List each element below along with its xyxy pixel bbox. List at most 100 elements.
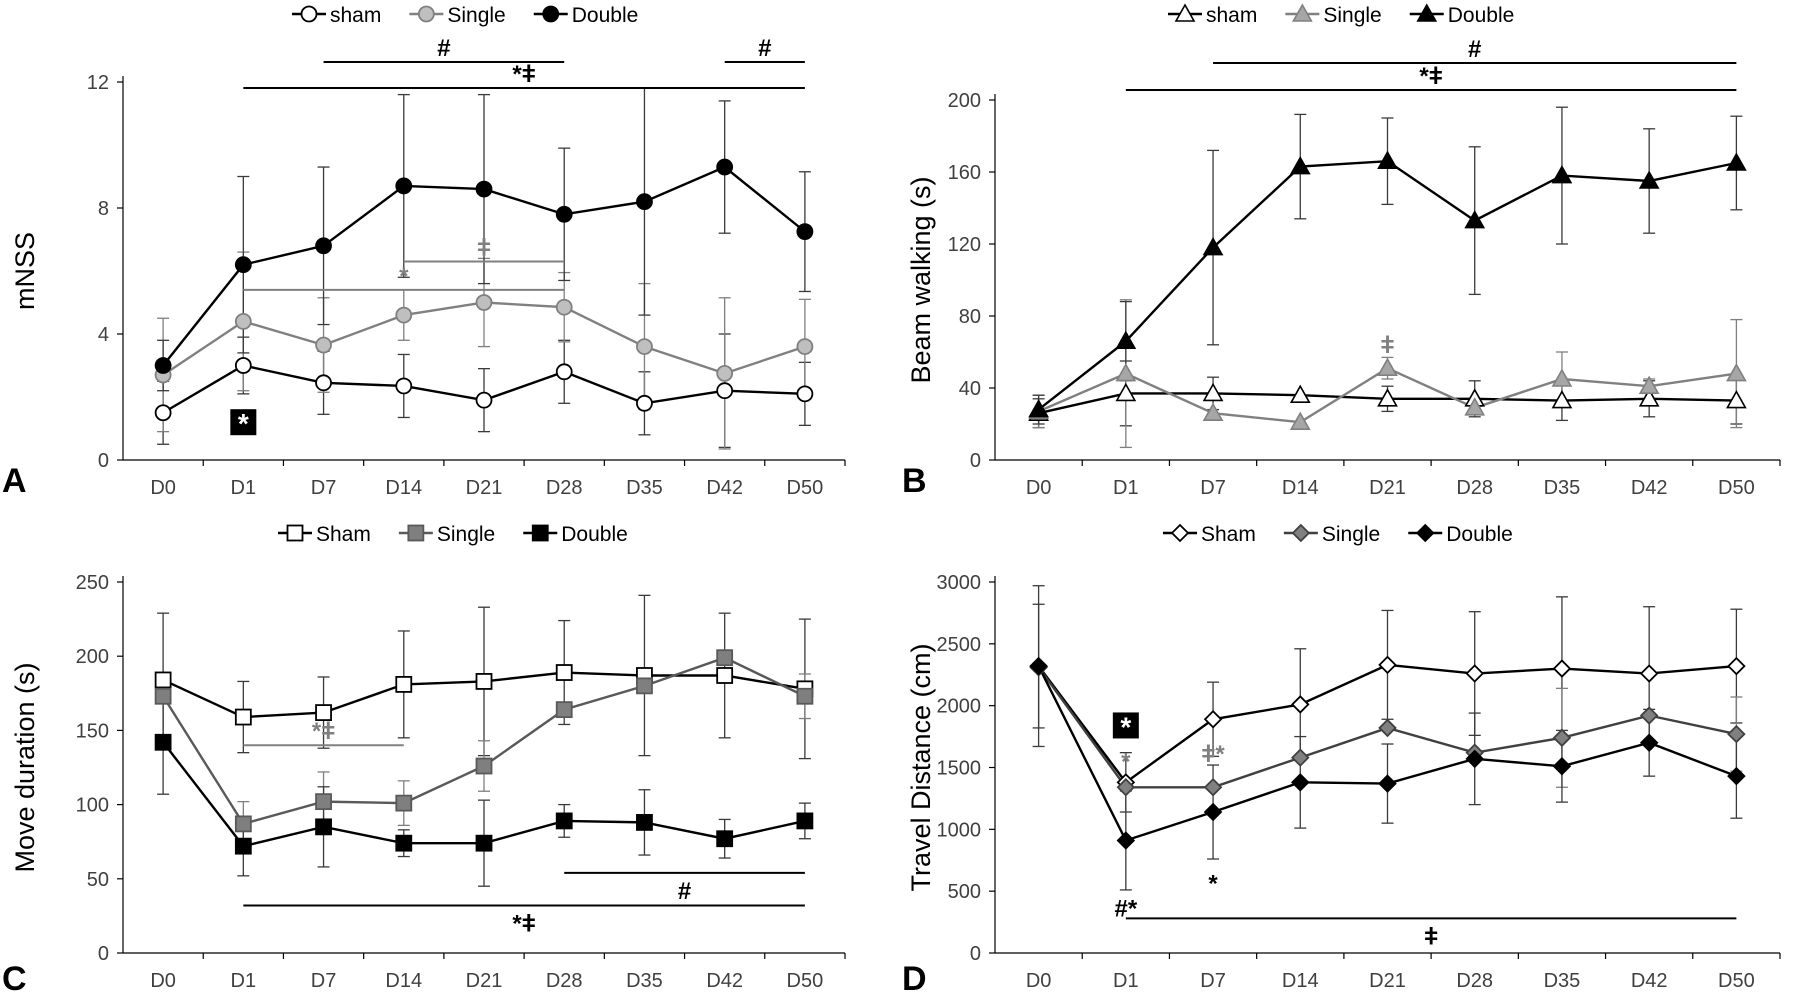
- data-point-double: [716, 830, 734, 848]
- significance-mark: ǂ*: [1201, 741, 1225, 768]
- legend-marker: [300, 5, 318, 23]
- data-point-double: [1551, 164, 1573, 184]
- x-tick-label: D28: [546, 477, 583, 499]
- data-point-double: [315, 237, 332, 255]
- data-point-single: [395, 306, 413, 324]
- data-point-single: [1289, 411, 1311, 431]
- legend-marker: [286, 524, 304, 542]
- y-tick-label: 2500: [937, 634, 982, 656]
- y-tick-label: 200: [948, 90, 981, 112]
- data-point-single: [796, 687, 814, 705]
- data-point-sham: [716, 382, 734, 400]
- data-point-single: [475, 757, 493, 775]
- significance-mark: #: [678, 878, 691, 905]
- panel-label: D: [902, 960, 927, 997]
- x-tick-label: D28: [1456, 970, 1493, 992]
- data-point-sham: [234, 357, 252, 374]
- data-point-single: [1639, 706, 1659, 725]
- legend-label: Single: [1323, 4, 1381, 27]
- data-point-single: [1727, 724, 1746, 744]
- y-tick-label: 0: [970, 450, 981, 472]
- data-point-single: [1551, 368, 1573, 387]
- legend-marker: [407, 524, 425, 542]
- data-point-double: [475, 834, 493, 852]
- data-point-double: [1029, 656, 1048, 676]
- data-point-single: [796, 338, 814, 356]
- y-tick-label: 500: [948, 881, 981, 903]
- data-point-single: [234, 312, 252, 330]
- legend-label: Single: [447, 4, 505, 27]
- y-tick-label: 200: [76, 646, 109, 668]
- x-tick-label: D14: [385, 477, 422, 499]
- y-tick-label: 8: [98, 198, 109, 220]
- x-tick-label: D42: [706, 970, 743, 992]
- x-tick-label: D1: [231, 477, 257, 499]
- data-point-single: [395, 794, 413, 812]
- data-point-single: [1291, 748, 1310, 767]
- x-tick-label: D42: [706, 477, 743, 499]
- data-point-double: [796, 812, 814, 830]
- data-point-double: [475, 180, 493, 198]
- x-tick-label: D14: [385, 970, 422, 992]
- data-point-double: [636, 193, 653, 211]
- data-point-double: [154, 733, 172, 751]
- y-tick-label: 150: [76, 720, 109, 742]
- data-point-double: [1639, 733, 1659, 753]
- data-point-double: [1727, 766, 1746, 786]
- data-point-sham: [1378, 655, 1397, 675]
- data-point-single: [1464, 397, 1486, 416]
- data-point-sham: [1202, 382, 1224, 402]
- data-point-single: [716, 364, 734, 382]
- data-point-single: [234, 815, 252, 833]
- data-point-sham: [555, 363, 573, 381]
- data-point-sham: [315, 704, 332, 721]
- boxed-mark-background: [230, 409, 257, 436]
- data-point-single: [555, 298, 573, 316]
- data-point-double: [1726, 152, 1747, 171]
- data-point-double: [1377, 150, 1398, 169]
- data-point-sham: [1291, 695, 1310, 714]
- data-point-single: [1203, 778, 1223, 797]
- x-tick-label: D35: [626, 477, 663, 499]
- chart-panel-c: 0 50 100 150 200 250 D0 D1 D7 D14 D21 D28 D35 D42 D50 M…: [2, 523, 846, 997]
- y-axis-label: Move duration (s): [10, 662, 40, 872]
- data-point-double: [555, 812, 573, 830]
- data-point-double: [1552, 756, 1572, 776]
- legend-marker: [1170, 523, 1190, 543]
- data-point-sham: [475, 391, 493, 409]
- legend-marker: [1291, 3, 1313, 22]
- data-point-double: [716, 158, 734, 176]
- significance-mark: *ǂ: [512, 911, 535, 938]
- data-point-sham: [475, 673, 493, 690]
- x-tick-label: D21: [466, 970, 503, 992]
- y-tick-label: 1000: [937, 819, 982, 841]
- x-tick-label: D1: [1113, 970, 1139, 992]
- data-point-double: [395, 834, 413, 852]
- legend-label: Sham: [1201, 523, 1256, 546]
- data-point-sham: [1289, 384, 1311, 404]
- x-tick-label: D50: [787, 970, 824, 992]
- significance-mark: *: [1121, 748, 1131, 775]
- data-point-double: [1291, 773, 1310, 792]
- legend-marker: [1174, 3, 1196, 22]
- legend-marker: [1291, 523, 1311, 543]
- significance-mark: #*: [1114, 895, 1137, 922]
- data-point-sham: [395, 675, 413, 693]
- data-point-double: [1378, 774, 1397, 793]
- y-tick-label: 120: [948, 234, 981, 256]
- data-point-single: [154, 687, 172, 705]
- data-point-single: [1377, 357, 1398, 377]
- y-tick-label: 250: [76, 572, 109, 594]
- y-tick-label: 100: [76, 795, 109, 817]
- significance-mark: ǂ: [1424, 923, 1438, 950]
- data-point-sham: [154, 404, 172, 422]
- boxed-mark: *: [238, 408, 249, 439]
- data-point-sham: [1551, 389, 1573, 409]
- x-tick-label: D28: [546, 970, 583, 992]
- boxed-mark-background: [1112, 712, 1139, 739]
- x-tick-label: D42: [1631, 970, 1668, 992]
- x-tick-label: D7: [311, 477, 337, 499]
- data-point-sham: [1638, 388, 1660, 407]
- x-tick-label: D1: [1113, 477, 1139, 499]
